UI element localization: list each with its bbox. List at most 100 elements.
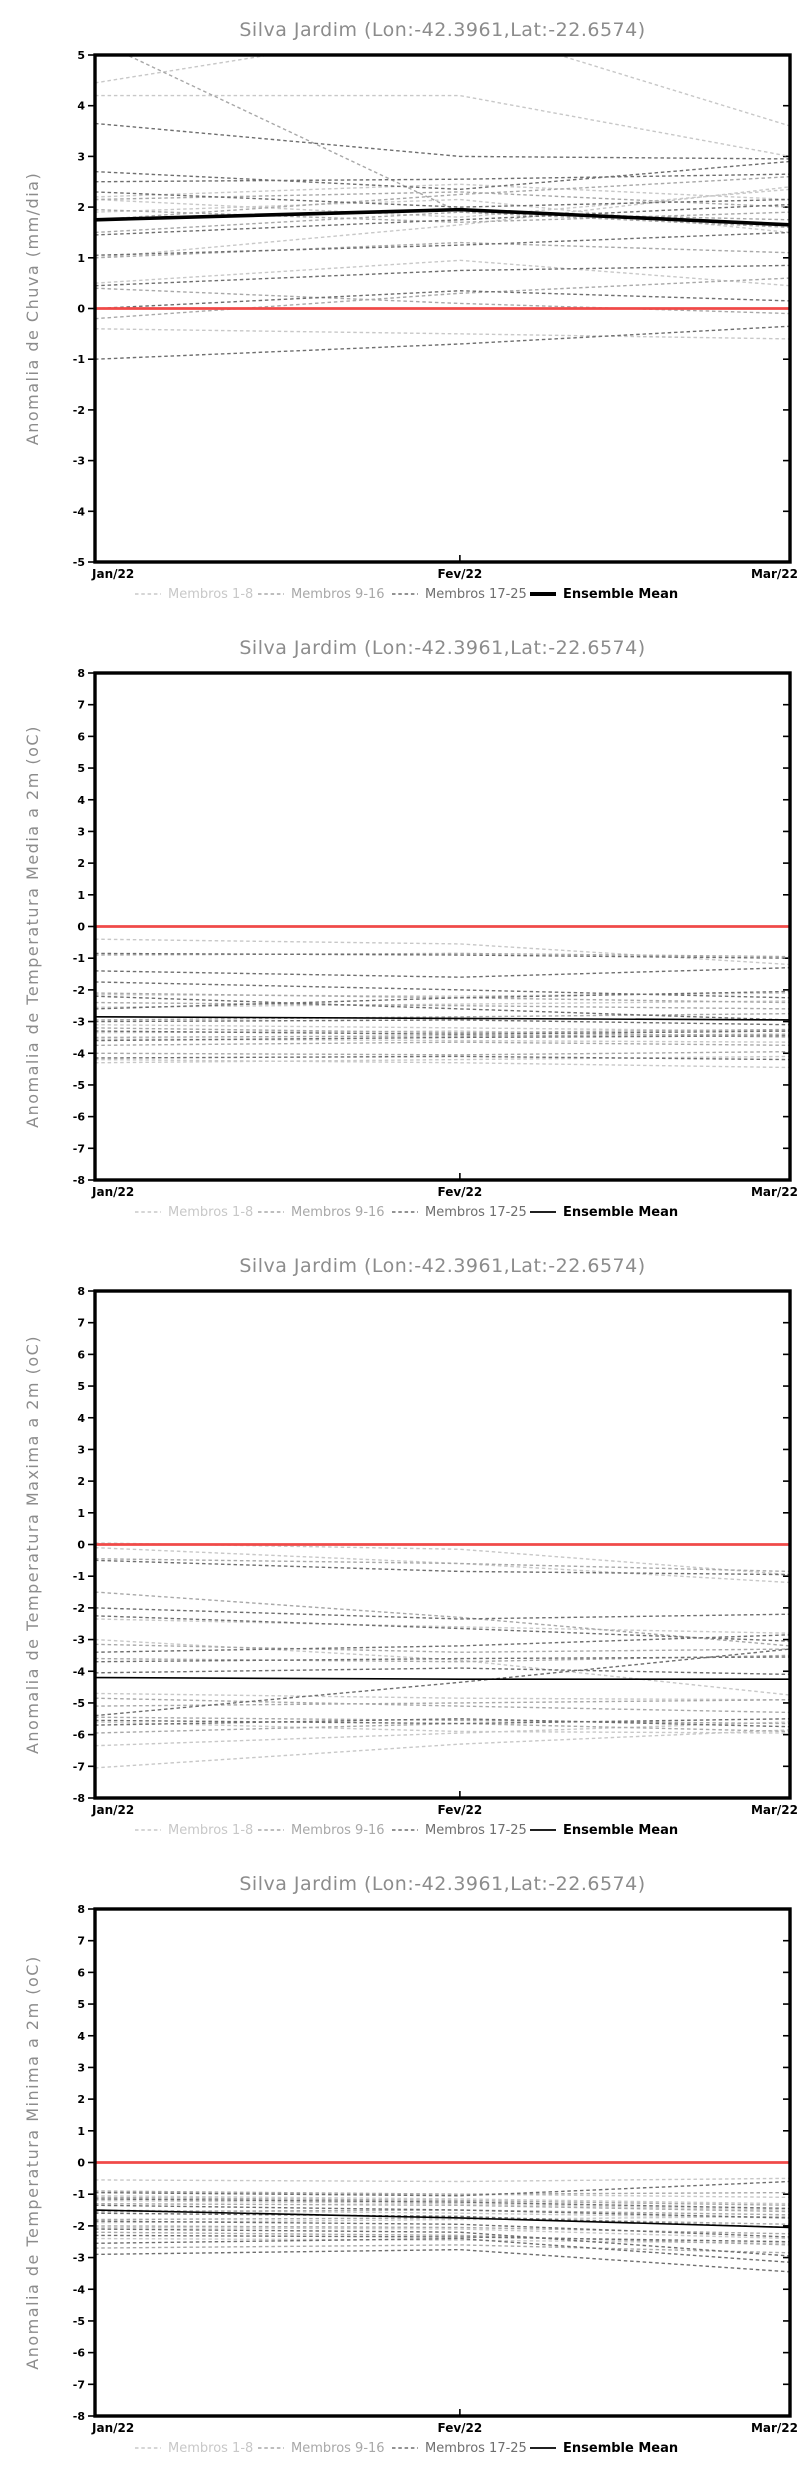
y-tick-label: -5 (73, 2315, 85, 2328)
x-tick-label: Mar/22 (751, 1803, 798, 1817)
member-line (95, 2231, 790, 2246)
chart-title: Silva Jardim (Lon:-42.3961,Lat:-22.6574) (239, 1255, 645, 1277)
y-tick-label: -4 (73, 2283, 86, 2296)
legend-label: Ensemble Mean (563, 1823, 678, 1838)
y-tick-label: -2 (73, 404, 85, 417)
ensemble-mean-line (95, 2209, 790, 2229)
y-tick-label: 3 (77, 2061, 85, 2074)
y-tick-label: -4 (73, 1665, 86, 1678)
member-line (95, 183, 790, 201)
legend-label: Membros 1-8 (168, 1205, 253, 1220)
member-line (95, 203, 790, 236)
legend-item: Membros 1-8 (135, 1205, 253, 1220)
y-tick-label: -2 (73, 1602, 85, 1615)
member-line (95, 2198, 790, 2210)
member-line (95, 1643, 790, 1653)
y-tick-label: -5 (73, 1697, 85, 1710)
chart-block-temp-maxima: Silva Jardim (Lon:-42.3961,Lat:-22.6574)… (0, 1236, 800, 1854)
legend-label: Membros 17-25 (425, 587, 527, 602)
y-tick-label: 8 (77, 1285, 85, 1298)
y-tick-label: -3 (73, 1634, 85, 1647)
y-tick-label: 6 (77, 1966, 85, 1979)
member-line (95, 1030, 790, 1035)
member-line (95, 952, 790, 959)
x-tick-label: Mar/22 (751, 567, 798, 581)
member-line (95, 1591, 790, 1647)
y-tick-label: -1 (73, 2188, 85, 2201)
y-tick-label: -3 (73, 455, 85, 468)
y-tick-label: 7 (77, 699, 85, 712)
y-tick-label: -5 (73, 1079, 85, 1092)
x-tick-label: Jan/22 (91, 1185, 134, 1199)
member-line (95, 1058, 790, 1069)
member-line (95, 995, 790, 1021)
plot-border (93, 671, 792, 1182)
legend-item: Ensemble Mean (530, 1823, 678, 1838)
legend-item: Membros 17-25 (392, 2441, 527, 2456)
y-tick-label: -7 (73, 1760, 85, 1773)
member-line (95, 325, 790, 360)
legend-label: Ensemble Mean (563, 1205, 678, 1220)
member-line (95, 1722, 790, 1734)
legend-label: Ensemble Mean (563, 2441, 678, 2456)
y-tick-label: 4 (77, 100, 85, 113)
legend-item: Membros 17-25 (392, 1823, 527, 1838)
member-line (95, 2190, 790, 2195)
y-tick-label: -6 (73, 2347, 86, 2360)
legend-label: Membros 9-16 (291, 2441, 385, 2456)
member-line (95, 1718, 790, 1725)
legend-item: Membros 17-25 (392, 1205, 527, 1220)
member-line (95, 290, 790, 310)
y-tick-label: 3 (77, 1443, 85, 1456)
member-line (95, 2220, 790, 2238)
member-line (95, 264, 790, 287)
y-tick-label: -1 (73, 1570, 85, 1583)
y-tick-label: -8 (73, 2410, 85, 2423)
chart-title: Silva Jardim (Lon:-42.3961,Lat:-22.6574) (239, 637, 645, 659)
member-line (95, 2199, 790, 2211)
y-tick-label: -2 (73, 984, 85, 997)
member-line (95, 966, 790, 978)
member-line (95, 186, 790, 259)
y-axis-label: Anomalia de Chuva (mm/dia) (23, 172, 42, 445)
member-line (95, 1618, 790, 1634)
member-line (95, 328, 790, 340)
y-tick-label: 0 (77, 303, 85, 316)
chart-title: Silva Jardim (Lon:-42.3961,Lat:-22.6574) (239, 1873, 645, 1895)
member-line (95, 1542, 790, 1576)
member-line (95, 1638, 790, 1696)
x-tick-label: Mar/22 (751, 1185, 798, 1199)
member-line (95, 1615, 790, 1642)
member-line (95, 173, 790, 183)
member-line (95, 1041, 790, 1047)
y-tick-label: 0 (77, 1539, 85, 1552)
x-tick-label: Jan/22 (91, 1803, 134, 1817)
member-line (95, 55, 790, 127)
legend-item: Membros 9-16 (258, 1823, 385, 1838)
member-line (95, 1055, 790, 1061)
chart-svg-chuva: Silva Jardim (Lon:-42.3961,Lat:-22.6574)… (23, 19, 798, 602)
y-tick-label: 5 (77, 49, 85, 62)
member-line (95, 1001, 790, 1010)
y-tick-label: -6 (73, 1729, 86, 1742)
members-layer (95, 925, 790, 1069)
legend-label: Membros 17-25 (425, 1823, 527, 1838)
member-line (95, 1035, 790, 1042)
x-tick-label: Fev/22 (437, 1803, 482, 1817)
member-line (95, 2177, 790, 2183)
chart-title: Silva Jardim (Lon:-42.3961,Lat:-22.6574) (239, 19, 645, 41)
member-line (95, 2180, 790, 2197)
member-line (95, 208, 790, 224)
y-tick-label: 7 (77, 1317, 85, 1330)
y-tick-label: 2 (77, 2093, 85, 2106)
x-tick-label: Mar/22 (751, 2421, 798, 2435)
member-line (95, 2202, 790, 2213)
member-line (95, 94, 790, 158)
y-tick-label: -5 (73, 556, 85, 569)
chart-svg-temp-maxima: Silva Jardim (Lon:-42.3961,Lat:-22.6574)… (23, 1255, 798, 1838)
y-tick-label: 5 (77, 1998, 85, 2011)
y-tick-label: 2 (77, 857, 85, 870)
y-tick-label: 6 (77, 1348, 85, 1361)
member-line (95, 259, 790, 287)
member-line (95, 2226, 790, 2240)
